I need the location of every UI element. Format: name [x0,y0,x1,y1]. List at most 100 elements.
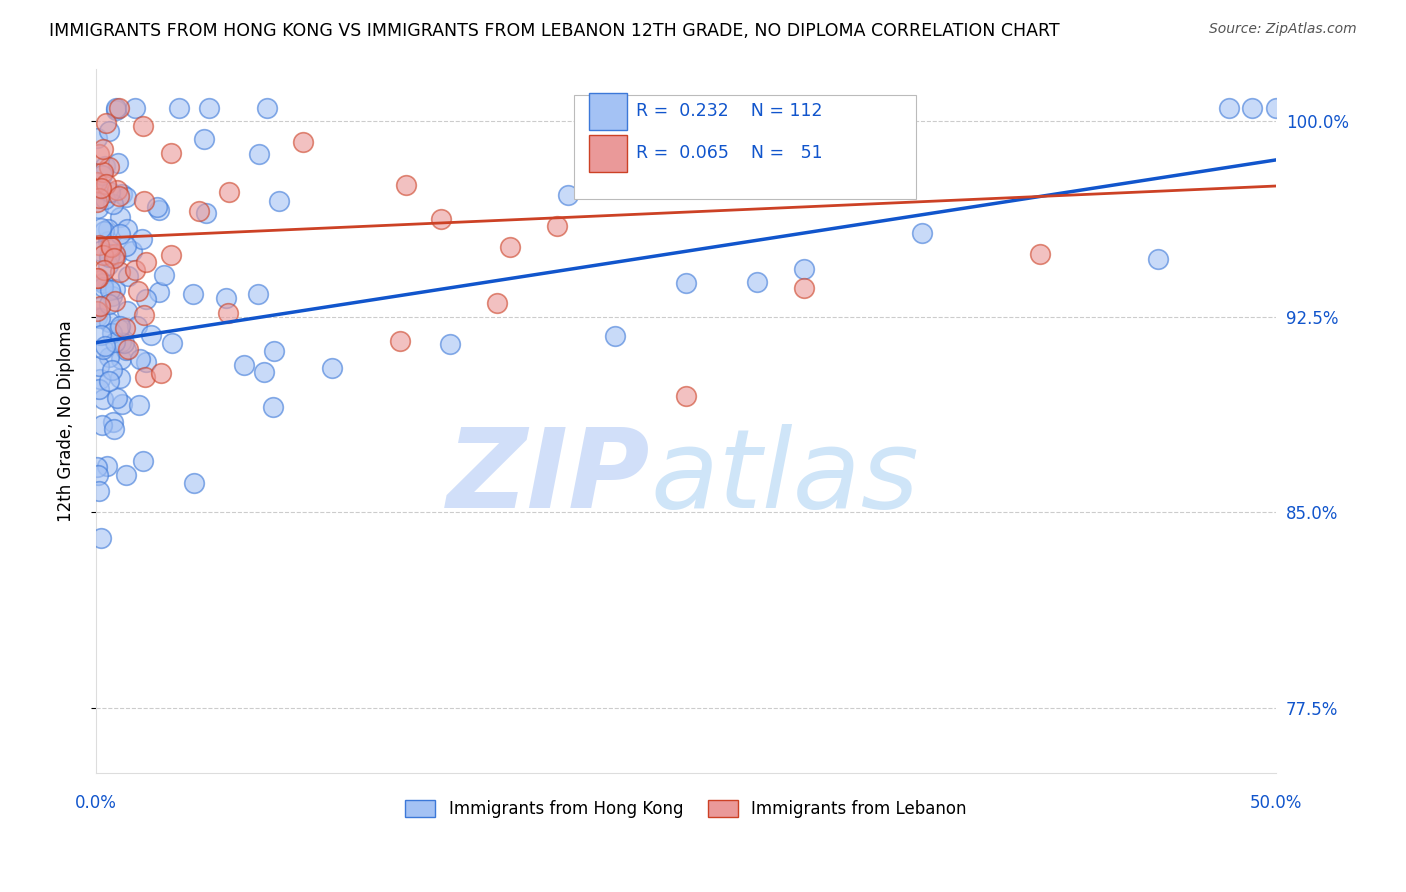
Text: ZIP: ZIP [447,424,651,531]
Point [131,232,153,246]
Point [110,335,132,350]
Point [101,326,124,340]
Point [546,219,568,233]
Point [246,286,269,301]
Text: R =  0.065    N =   51: R = 0.065 N = 51 [637,145,823,162]
Point [104,246,127,260]
Point [91,276,114,290]
Point [149,366,172,380]
Point [89,372,111,386]
Point [1147,252,1170,267]
Point [215,292,238,306]
Point [89,272,111,286]
Point [104,282,127,296]
Point [160,146,183,161]
Point [89,244,111,258]
FancyBboxPatch shape [589,93,627,130]
Point [97,234,120,248]
Point [87,468,110,483]
Point [188,204,211,219]
Legend: Immigrants from Hong Kong, Immigrants from Lebanon: Immigrants from Hong Kong, Immigrants fr… [398,794,973,825]
Text: 50.0%: 50.0% [1250,794,1302,813]
Point [91,165,114,179]
Point [127,284,149,298]
Point [793,261,815,276]
Point [160,248,183,262]
Point [90,180,112,194]
Text: Source: ZipAtlas.com: Source: ZipAtlas.com [1209,22,1357,37]
Point [91,247,114,261]
Point [87,271,110,285]
Point [86,175,108,189]
Point [105,101,128,115]
Point [111,187,134,202]
Point [93,339,115,353]
Text: IMMIGRANTS FROM HONG KONG VS IMMIGRANTS FROM LEBANON 12TH GRADE, NO DIPLOMA CORR: IMMIGRANTS FROM HONG KONG VS IMMIGRANTS … [49,22,1060,40]
Point [121,244,143,258]
Point [97,221,120,235]
Point [218,186,240,200]
Point [193,132,215,146]
Point [263,343,285,358]
Point [395,178,418,193]
Point [87,484,110,499]
Point [91,392,114,406]
Point [132,194,155,208]
Point [97,124,120,138]
Point [94,178,117,192]
Point [108,101,131,115]
Point [117,222,139,236]
Point [94,116,117,130]
Text: atlas: atlas [651,424,920,531]
Text: R =  0.232    N = 112: R = 0.232 N = 112 [637,102,823,120]
Point [131,453,153,467]
Point [87,191,110,205]
Point [911,226,934,240]
Point [675,277,697,291]
Point [114,343,136,357]
Point [90,220,112,235]
Point [101,415,124,429]
Point [96,458,118,473]
Point [429,211,451,226]
Point [135,254,157,268]
Point [112,336,135,351]
Point [256,101,278,115]
Point [1029,247,1052,261]
Point [267,194,290,209]
Point [127,319,149,334]
Point [86,182,108,196]
Point [1241,101,1264,115]
Point [253,365,276,379]
Point [160,335,183,350]
Point [117,269,139,284]
Point [135,292,157,306]
Point [86,304,108,318]
Point [101,289,124,303]
Point [107,189,129,203]
Point [181,287,204,301]
Point [675,389,697,403]
Point [93,224,115,238]
Text: 0.0%: 0.0% [75,794,117,813]
Point [97,296,120,310]
Point [108,265,131,279]
Point [124,101,146,115]
Point [91,342,114,356]
Point [135,355,157,369]
Point [103,422,125,436]
Point [97,258,120,272]
Point [1218,101,1240,115]
Point [89,299,111,313]
Point [117,342,139,356]
Point [100,186,122,200]
Point [134,369,156,384]
Point [232,358,254,372]
Point [124,262,146,277]
Point [793,281,815,295]
Point [262,400,284,414]
Point [90,327,112,342]
Point [197,101,219,115]
Point [91,142,114,156]
FancyBboxPatch shape [589,136,627,172]
